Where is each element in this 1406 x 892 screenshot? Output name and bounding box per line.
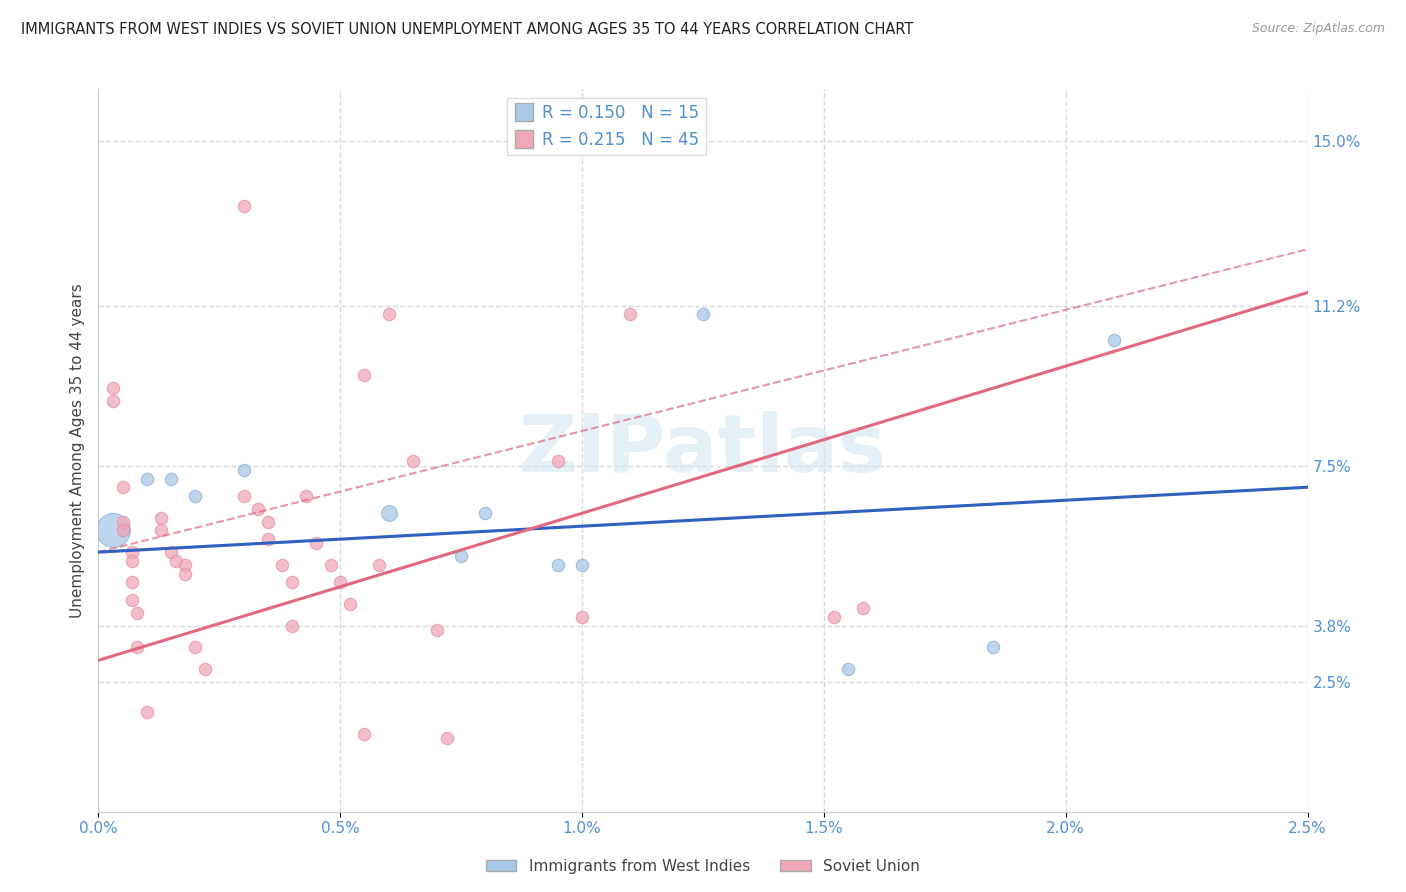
Point xyxy=(339,597,361,611)
Point xyxy=(295,489,318,503)
Point xyxy=(111,524,134,538)
Point xyxy=(353,368,375,382)
Point xyxy=(837,662,859,676)
Text: ZIPatlas: ZIPatlas xyxy=(519,411,887,490)
Point xyxy=(619,307,641,321)
Point xyxy=(232,199,254,213)
Point xyxy=(256,532,278,546)
Point xyxy=(111,515,134,529)
Point xyxy=(160,472,183,486)
Point xyxy=(135,705,157,719)
Point xyxy=(174,566,197,581)
Point xyxy=(305,536,328,550)
Point xyxy=(127,606,149,620)
Text: IMMIGRANTS FROM WEST INDIES VS SOVIET UNION UNEMPLOYMENT AMONG AGES 35 TO 44 YEA: IMMIGRANTS FROM WEST INDIES VS SOVIET UN… xyxy=(21,22,914,37)
Point xyxy=(547,558,569,573)
Point xyxy=(247,501,270,516)
Point xyxy=(547,454,569,468)
Point xyxy=(150,510,173,524)
Legend: R = 0.150   N = 15, R = 0.215   N = 45: R = 0.150 N = 15, R = 0.215 N = 45 xyxy=(508,97,706,155)
Point xyxy=(1102,333,1125,347)
Point xyxy=(165,554,187,568)
Point xyxy=(823,610,845,624)
Point xyxy=(319,558,342,573)
Point xyxy=(111,524,134,538)
Point xyxy=(353,727,375,741)
Point xyxy=(127,640,149,655)
Point xyxy=(436,731,458,746)
Point xyxy=(852,601,875,615)
Point xyxy=(426,623,449,637)
Point xyxy=(402,454,425,468)
Point xyxy=(135,472,157,486)
Point xyxy=(111,480,134,494)
Point xyxy=(474,506,496,520)
Point xyxy=(256,515,278,529)
Point xyxy=(232,463,254,477)
Point xyxy=(271,558,294,573)
Point xyxy=(184,489,207,503)
Point xyxy=(194,662,217,676)
Point xyxy=(377,307,399,321)
Point xyxy=(150,524,173,538)
Point xyxy=(571,610,593,624)
Point xyxy=(174,558,197,573)
Point xyxy=(101,524,124,538)
Point xyxy=(281,618,304,632)
Point xyxy=(184,640,207,655)
Point xyxy=(281,575,304,590)
Point xyxy=(450,549,472,564)
Point xyxy=(101,393,124,408)
Point xyxy=(121,554,143,568)
Y-axis label: Unemployment Among Ages 35 to 44 years: Unemployment Among Ages 35 to 44 years xyxy=(69,283,84,618)
Point xyxy=(121,545,143,559)
Point xyxy=(121,575,143,590)
Point xyxy=(329,575,352,590)
Point xyxy=(121,592,143,607)
Point xyxy=(101,381,124,395)
Point xyxy=(368,558,391,573)
Point xyxy=(981,640,1004,655)
Legend: Immigrants from West Indies, Soviet Union: Immigrants from West Indies, Soviet Unio… xyxy=(479,853,927,880)
Point xyxy=(377,506,399,520)
Point xyxy=(692,307,714,321)
Text: Source: ZipAtlas.com: Source: ZipAtlas.com xyxy=(1251,22,1385,36)
Point xyxy=(160,545,183,559)
Point xyxy=(232,489,254,503)
Point xyxy=(571,558,593,573)
